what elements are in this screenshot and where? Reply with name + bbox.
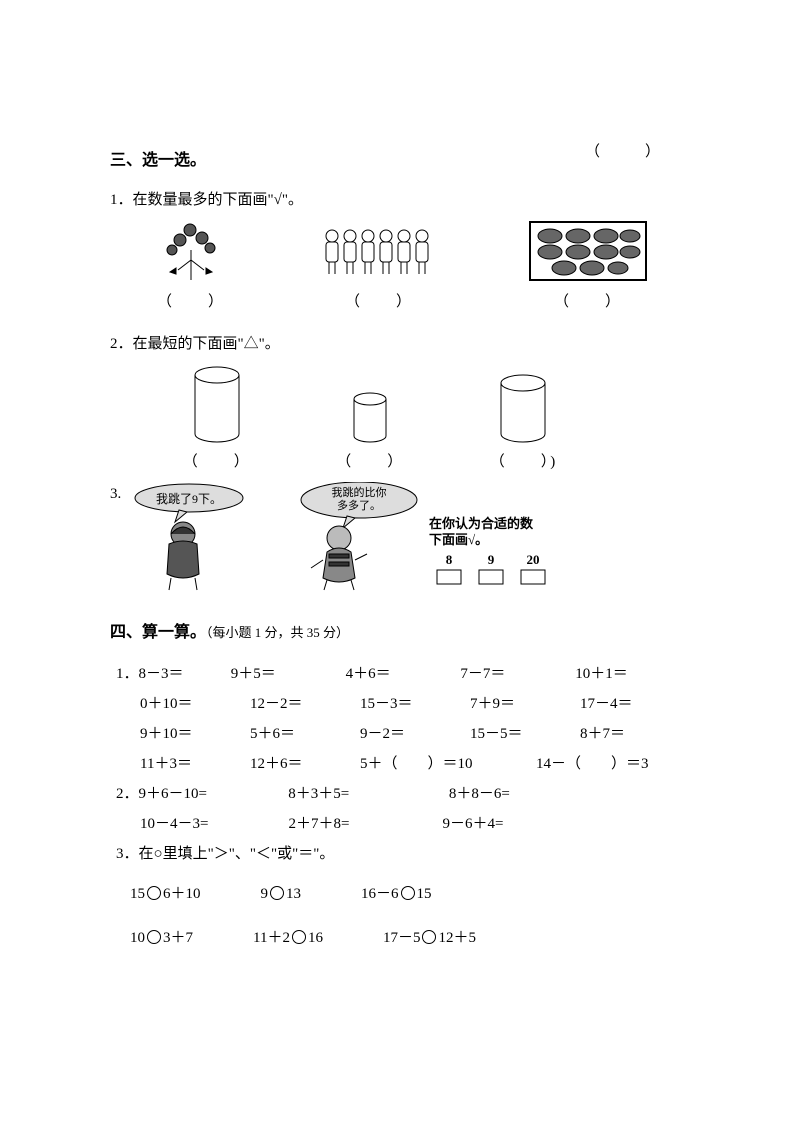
calc-cell: 9＋10＝ <box>140 719 250 749</box>
calc-cell: 4＋6＝ <box>346 659 461 689</box>
q2-paren-2[interactable]: （ ） <box>336 450 404 474</box>
svg-text:多多了。: 多多了。 <box>337 498 381 512</box>
calc-cell: 8＋3＋5= <box>288 779 449 809</box>
part3-text: 在○里填上"＞"、"＜"或"＝"。 <box>139 846 335 862</box>
children-image <box>314 220 444 284</box>
circle-blank[interactable] <box>292 930 306 944</box>
q2-choice-1: （ ） <box>183 366 251 474</box>
q2-choice-2: （ ） <box>336 392 404 474</box>
section4-header: 四、算一算。（每小题 1 分，共 35 分） <box>110 620 690 646</box>
q3-label: 3. <box>110 482 121 506</box>
calc-cell: 15－5＝ <box>470 719 580 749</box>
q1-paren-2[interactable]: （ ） <box>345 290 413 314</box>
q1-choice-1: （ ） <box>152 220 230 314</box>
cylinder-icon <box>351 392 389 444</box>
q2-choices: （ ） （ ） （ ）) <box>140 366 600 474</box>
cylinder-icon <box>498 374 548 444</box>
q1-choices: （ ） （ ） <box>110 220 690 314</box>
calc-cell: 5＋（ ）＝10 <box>360 749 536 779</box>
circle-blank[interactable] <box>147 930 161 944</box>
compare-item: 17－512＋5 <box>383 923 476 953</box>
calc-cell: 8＋7＝ <box>580 719 690 749</box>
part2-label: 2． <box>116 786 139 802</box>
calc-cell: 10＋1＝ <box>575 659 690 689</box>
q3-image: 我跳了9下。 我跳的比你 多多了。 在你认为合适的数 下面画√。 8 9 20 <box>129 482 609 592</box>
svg-text:下面画√。: 下面画√。 <box>429 532 488 547</box>
svg-text:我跳的比你: 我跳的比你 <box>332 485 387 499</box>
calc-cell: 7＋9＝ <box>470 689 580 719</box>
q2-text: 2．在最短的下面画"△"。 <box>110 332 690 356</box>
calc-cell: 9＋6－10= <box>139 786 207 802</box>
cylinder-icon <box>192 366 242 444</box>
top-parenthesis: （ ） <box>585 140 660 164</box>
circle-blank[interactable] <box>422 930 436 944</box>
circle-blank[interactable] <box>270 886 284 900</box>
svg-text:9: 9 <box>488 552 495 567</box>
q2-choice-3: （ ）) <box>490 374 558 474</box>
svg-text:20: 20 <box>527 552 540 567</box>
q1-paren-3[interactable]: （ ） <box>554 290 622 314</box>
compare-item: 103＋7 <box>130 923 193 953</box>
compare-item: 11＋216 <box>253 923 323 953</box>
calc-cell: 9－2＝ <box>360 719 470 749</box>
calc-cell: 11＋3＝ <box>140 749 250 779</box>
q1-paren-1[interactable]: （ ） <box>157 290 225 314</box>
circle-blank[interactable] <box>401 886 415 900</box>
compare-item: 156＋10 <box>130 879 201 909</box>
calc-cell: 5＋6＝ <box>250 719 360 749</box>
flowers-image <box>152 220 230 284</box>
calc-cell: 17－4＝ <box>580 689 690 719</box>
calc-cell: 15－3＝ <box>360 689 470 719</box>
calc-cell: 14－（ ）＝3 <box>536 749 690 779</box>
circle-blank[interactable] <box>147 886 161 900</box>
calc-cell: 8＋8－6= <box>449 779 510 809</box>
calc-cell: 12＋6＝ <box>250 749 360 779</box>
section4-title: 四、算一算。 <box>110 624 206 641</box>
calc-cell: 9＋5＝ <box>231 659 346 689</box>
compare-item: 16－615 <box>361 879 432 909</box>
calc-cell: 2＋7＋8= <box>289 809 443 839</box>
q2-paren-1[interactable]: （ ） <box>183 450 251 474</box>
part2: 2．9＋6－10= 8＋3＋5= 8＋8－6= 10－4－3= 2＋7＋8= 9… <box>110 779 690 839</box>
cakes-image <box>528 220 648 284</box>
svg-text:8: 8 <box>446 552 453 567</box>
q3-row: 3. 我跳了9下。 我跳的比你 多多了。 在你认为合适的数 下面画√。 <box>110 482 690 592</box>
part1-label: 1． <box>116 666 139 682</box>
svg-text:在你认为合适的数: 在你认为合适的数 <box>429 516 534 531</box>
calc-cell: 0＋10＝ <box>140 689 250 719</box>
q1-choice-3: （ ） <box>528 220 648 314</box>
q1-text: 1．在数量最多的下面画"√"。 <box>110 188 690 212</box>
compare-item: 913 <box>261 879 302 909</box>
calc-cell: 9－6＋4= <box>443 809 504 839</box>
part3: 3．在○里填上"＞"、"＜"或"＝"。 156＋10 913 16－615 10… <box>110 839 690 953</box>
part1: 1．8－3＝ 9＋5＝ 4＋6＝ 7－7＝ 10＋1＝ 0＋10＝ 12－2＝ … <box>110 659 690 779</box>
section4-note: （每小题 1 分，共 35 分） <box>206 625 349 640</box>
calc-cell: 7－7＝ <box>460 659 575 689</box>
q1-choice-2: （ ） <box>314 220 444 314</box>
part3-label: 3． <box>116 846 139 862</box>
calc-cell: 12－2＝ <box>250 689 360 719</box>
bubble1-text: 我跳了9下。 <box>156 492 222 506</box>
calc-cell: 8－3＝ <box>139 666 184 682</box>
q2-paren-3[interactable]: （ ）) <box>490 450 558 474</box>
calc-cell: 10－4－3= <box>140 809 289 839</box>
